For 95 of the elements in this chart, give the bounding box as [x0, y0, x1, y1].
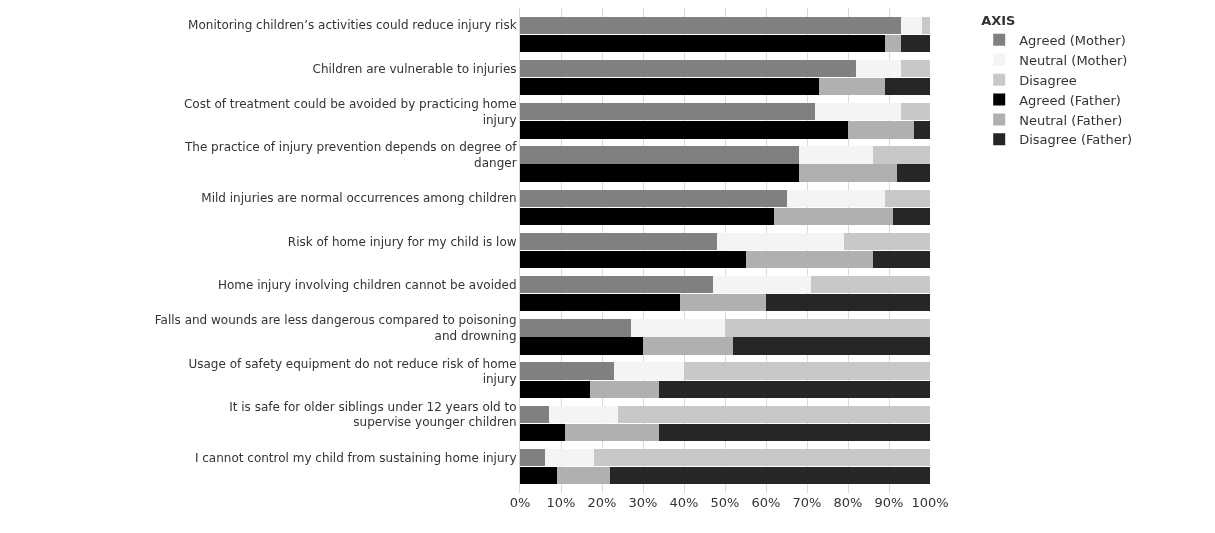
bar [679, 294, 766, 312]
y-tick-label: The practice of injury prevention depends on degree of danger [183, 140, 518, 170]
bar [659, 380, 930, 398]
bar [520, 250, 746, 269]
bar [520, 380, 590, 398]
bar [520, 78, 820, 96]
x-tick-label: 100% [911, 495, 949, 510]
legend-title: AXIS [981, 12, 1016, 28]
y-tick-label: It is safe for older siblings under 12 years old to supervise younger children [229, 399, 517, 430]
bar [659, 423, 930, 442]
bar [520, 448, 545, 467]
bar [548, 405, 619, 423]
bar [766, 294, 930, 312]
bar [798, 164, 898, 182]
bar [520, 121, 848, 139]
bar [774, 207, 894, 225]
bar [811, 276, 930, 294]
x-tick-label: 70% [792, 495, 822, 510]
y-tick-label: Home injury involving children cannot be avoided [217, 277, 517, 292]
legend-label: Neutral (Father) [1019, 112, 1123, 128]
bar [897, 164, 930, 182]
bar [520, 362, 615, 380]
bar [520, 164, 799, 182]
bar [520, 103, 816, 121]
bar [520, 405, 549, 423]
legend-label: Agreed (Mother) [1019, 32, 1126, 48]
x-tick-label: 90% [874, 495, 904, 510]
x-tick-label: 60% [751, 495, 781, 510]
y-tick-label: I cannot control my child from sustaining home injury [194, 450, 517, 465]
bar [733, 337, 930, 355]
bar [884, 189, 930, 207]
y-tick-label: Cost of treatment could be avoided by practicing home injury [183, 97, 517, 127]
bar [716, 232, 844, 251]
bar [856, 59, 902, 78]
bar [520, 294, 680, 312]
bar [556, 467, 611, 485]
bar [520, 423, 566, 442]
bar [725, 319, 930, 337]
bar [819, 78, 885, 96]
bar [893, 207, 930, 225]
bar [745, 250, 873, 269]
bar [618, 405, 930, 423]
bar [610, 467, 930, 485]
bar [843, 232, 930, 251]
bar [520, 232, 717, 251]
bar [520, 276, 713, 294]
bar [872, 250, 930, 269]
bar [614, 362, 684, 380]
bar [913, 121, 930, 139]
bar [520, 189, 787, 207]
bar [872, 146, 930, 164]
x-tick-label: 20% [587, 495, 617, 510]
bar [589, 380, 660, 398]
bar [884, 78, 930, 96]
y-tick-label: Falls and wounds are less dangerous compared to poisoning and drowning [154, 313, 517, 343]
bar [786, 189, 885, 207]
x-tick-label: 40% [669, 495, 699, 510]
bar [520, 319, 631, 337]
x-tick-label: 80% [833, 495, 863, 510]
bar [520, 59, 857, 78]
bar [901, 103, 930, 121]
y-tick-label: Risk of home injury for my child is low [287, 234, 517, 249]
y-tick-label: Children are vulnerable to injuries [312, 61, 517, 76]
bar [643, 337, 734, 355]
bar [520, 467, 557, 485]
y-tick-label: Usage of safety equipment do not reduce risk of home injury [188, 356, 517, 387]
bar [921, 16, 930, 34]
legend-label: Disagree (Father) [1019, 132, 1133, 148]
bar [712, 276, 812, 294]
bar [901, 16, 922, 34]
y-tick-label: Mild injuries are normal occurrences among children [201, 191, 517, 206]
bar [630, 319, 725, 337]
x-tick-label: 0% [509, 495, 531, 510]
x-tick-label: 10% [546, 495, 576, 510]
bar [520, 207, 775, 225]
bar [520, 16, 902, 34]
bar [544, 448, 594, 467]
legend-label: Agreed (Father) [1019, 92, 1121, 108]
bar [798, 146, 873, 164]
bar [901, 59, 930, 78]
bar [565, 423, 660, 442]
bar [520, 337, 643, 355]
bar [520, 34, 885, 53]
bar [593, 448, 930, 467]
legend-label: Neutral (Mother) [1019, 52, 1128, 68]
y-tick-label: Monitoring children’s activities could reduce injury risk [188, 18, 517, 33]
bar [901, 34, 930, 53]
bar [848, 121, 914, 139]
bar [520, 146, 799, 164]
bar [684, 362, 930, 380]
x-tick-label: 30% [628, 495, 658, 510]
x-tick-label: 50% [710, 495, 740, 510]
bar [815, 103, 902, 121]
bar [884, 34, 902, 53]
legend-label: Disagree [1019, 72, 1077, 88]
